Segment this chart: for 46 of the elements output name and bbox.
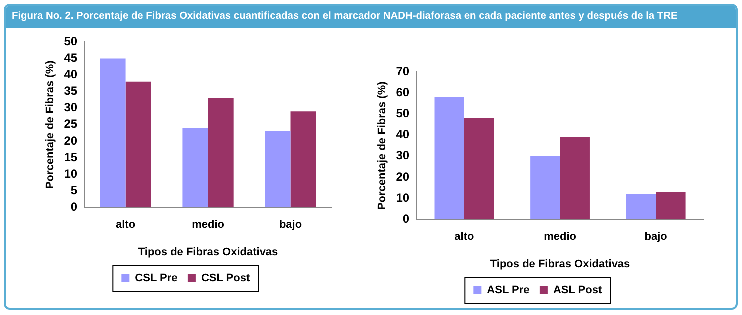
bar [530, 156, 560, 220]
legend-label: CSL Post [201, 272, 250, 285]
y-tick-label: 70 [396, 64, 410, 79]
y-tick-label: 35 [64, 84, 78, 98]
legend-label: ASL Post [553, 284, 602, 297]
legend-label: ASL Pre [487, 284, 530, 297]
bar [126, 82, 152, 208]
y-tick-label: 5 [70, 183, 78, 198]
chart-title: Figura No. 2. Porcentaje de Fibras Oxidativas cuantificadas con el marcador NADH-diaforasa en cada paciente antes y después de la TRE [6, 6, 736, 28]
y-tick-label: 45 [64, 51, 78, 66]
bar [182, 128, 208, 208]
x-tick-label: medio [192, 219, 225, 232]
y-tick-label: 30 [64, 100, 78, 115]
x-tick-label: bajo [279, 219, 302, 232]
bar [265, 132, 291, 208]
y-tick-label: 20 [64, 134, 78, 148]
legend-label: CSL Pre [135, 272, 178, 285]
y-axis-title: Porcentaje de Fibras (%) [376, 81, 389, 210]
bar [100, 58, 126, 208]
bar [560, 137, 590, 220]
x-axis-title: Tipos de Fibras Oxidativas [490, 258, 630, 270]
y-tick-label: 10 [64, 166, 78, 181]
x-tick-label: medio [544, 231, 577, 244]
y-tick-label: 15 [64, 150, 78, 164]
x-axis-title: Tipos de Fibras Oxidativas [138, 246, 278, 258]
y-tick-label: 40 [64, 68, 78, 82]
y-tick-label: 25 [64, 117, 78, 132]
y-tick-label: 0 [402, 212, 410, 226]
y-axis-title: Porcentaje de Fibras (%) [44, 60, 57, 190]
y-tick-label: 30 [396, 148, 410, 163]
y-tick-label: 40 [396, 128, 410, 142]
y-tick-label: 50 [64, 34, 78, 49]
bar [434, 97, 464, 220]
y-tick-label: 20 [396, 170, 410, 184]
x-tick-label: alto [454, 231, 475, 244]
y-tick-label: 0 [70, 200, 78, 214]
y-tick-label: 60 [396, 86, 410, 100]
y-tick-label: 50 [396, 106, 410, 121]
bar [208, 98, 234, 208]
x-tick-label: bajo [644, 231, 668, 244]
bar [626, 194, 656, 220]
bar [656, 192, 686, 220]
y-tick-label: 10 [396, 190, 410, 205]
bar [464, 118, 494, 220]
x-tick-label: alto [116, 219, 136, 232]
bar [290, 112, 316, 208]
